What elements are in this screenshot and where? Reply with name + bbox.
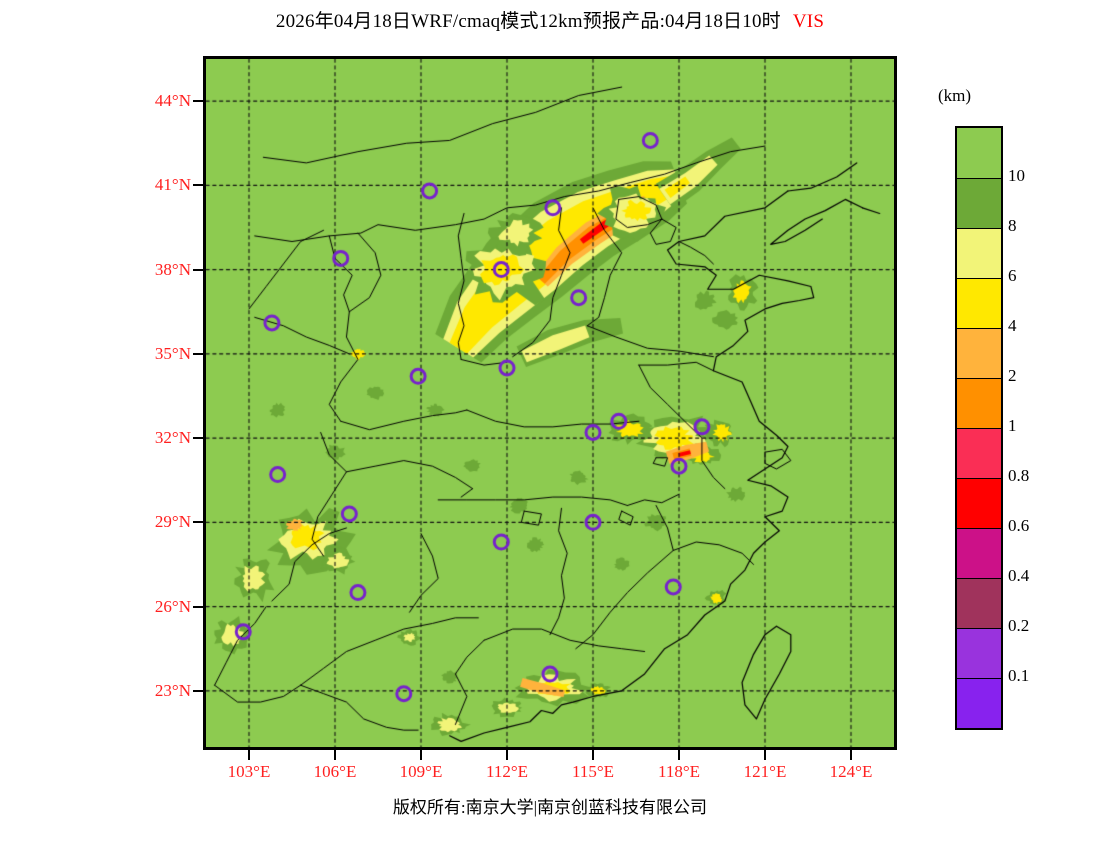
colorbar-band-0 <box>957 128 1001 178</box>
colorbar-band-7 <box>957 478 1001 528</box>
lat-tick-32: 32°N <box>154 428 191 448</box>
lat-tick-23: 23°N <box>154 680 191 700</box>
lat-tick-mark <box>193 521 203 524</box>
lat-tick-35: 35°N <box>154 343 191 363</box>
colorbar-tick-4: 4 <box>1008 316 1017 335</box>
lon-tick-mark <box>764 750 766 760</box>
lat-tick-26: 26°N <box>154 596 191 616</box>
lon-tick-mark <box>420 750 422 760</box>
lat-tick-29: 29°N <box>154 512 191 532</box>
lon-tick-mark <box>850 750 852 760</box>
colorbar-tick-0.8: 0.8 <box>1008 466 1030 485</box>
colorbar-tick-0.4: 0.4 <box>1008 566 1030 585</box>
colorbar-band-3 <box>957 278 1001 328</box>
lat-tick-mark <box>193 100 203 103</box>
colorbar-band-8 <box>957 528 1001 578</box>
colorbar-tick-0.1: 0.1 <box>1008 666 1030 685</box>
colorbar-tick-1: 1 <box>1008 416 1017 435</box>
lat-tick-38: 38°N <box>154 259 191 279</box>
lat-tick-mark <box>193 184 203 187</box>
lon-tick-mark <box>592 750 594 760</box>
colorbar-tick-10: 10 <box>1008 166 1025 185</box>
lon-tick-112: 112°E <box>485 762 529 781</box>
lon-tick-109: 109°E <box>399 762 443 781</box>
lon-tick-118: 118°E <box>657 762 701 781</box>
visibility-heatmap-canvas <box>206 59 894 747</box>
colorbar-tick-0.6: 0.6 <box>1008 516 1030 535</box>
colorbar-tick-2: 2 <box>1008 366 1017 385</box>
lon-tick-124: 124°E <box>829 762 873 781</box>
lat-tick-mark <box>193 268 203 271</box>
lat-tick-41: 41°N <box>154 175 191 195</box>
lon-tick-mark <box>678 750 680 760</box>
lat-tick-mark <box>193 352 203 355</box>
lon-tick-106: 106°E <box>313 762 357 781</box>
variable-label: VIS <box>792 11 825 32</box>
copyright-footer: 版权所有:南京大学|南京创蓝科技有限公司 <box>392 798 708 817</box>
colorbar-band-2 <box>957 228 1001 278</box>
page-title: 2026年04月18日WRF/cmaq模式12km预报产品:04月18日10时 V… <box>0 6 1100 33</box>
title-text: 2026年04月18日WRF/cmaq模式12km预报产品:04月18日10时 <box>275 11 781 32</box>
colorbar-tick-8: 8 <box>1008 216 1017 235</box>
lat-tick-44: 44°N <box>154 91 191 111</box>
lat-tick-mark <box>193 689 203 692</box>
colorbar-tick-0.2: 0.2 <box>1008 616 1030 635</box>
colorbar-band-9 <box>957 578 1001 628</box>
map-plot-area[interactable] <box>203 56 897 750</box>
colorbar-unit-label: (km) <box>938 86 972 105</box>
colorbar-band-10 <box>957 628 1001 678</box>
lon-tick-mark <box>248 750 250 760</box>
colorbar-tick-6: 6 <box>1008 266 1017 285</box>
lon-tick-mark <box>334 750 336 760</box>
colorbar[interactable] <box>955 126 1003 730</box>
lon-tick-mark <box>506 750 508 760</box>
colorbar-band-1 <box>957 178 1001 228</box>
lon-tick-121: 121°E <box>743 762 787 781</box>
lon-tick-103: 103°E <box>227 762 271 781</box>
colorbar-band-5 <box>957 378 1001 428</box>
colorbar-band-6 <box>957 428 1001 478</box>
colorbar-band-11 <box>957 678 1001 728</box>
lon-tick-115: 115°E <box>571 762 615 781</box>
lat-tick-mark <box>193 437 203 440</box>
lat-tick-mark <box>193 605 203 608</box>
colorbar-band-4 <box>957 328 1001 378</box>
